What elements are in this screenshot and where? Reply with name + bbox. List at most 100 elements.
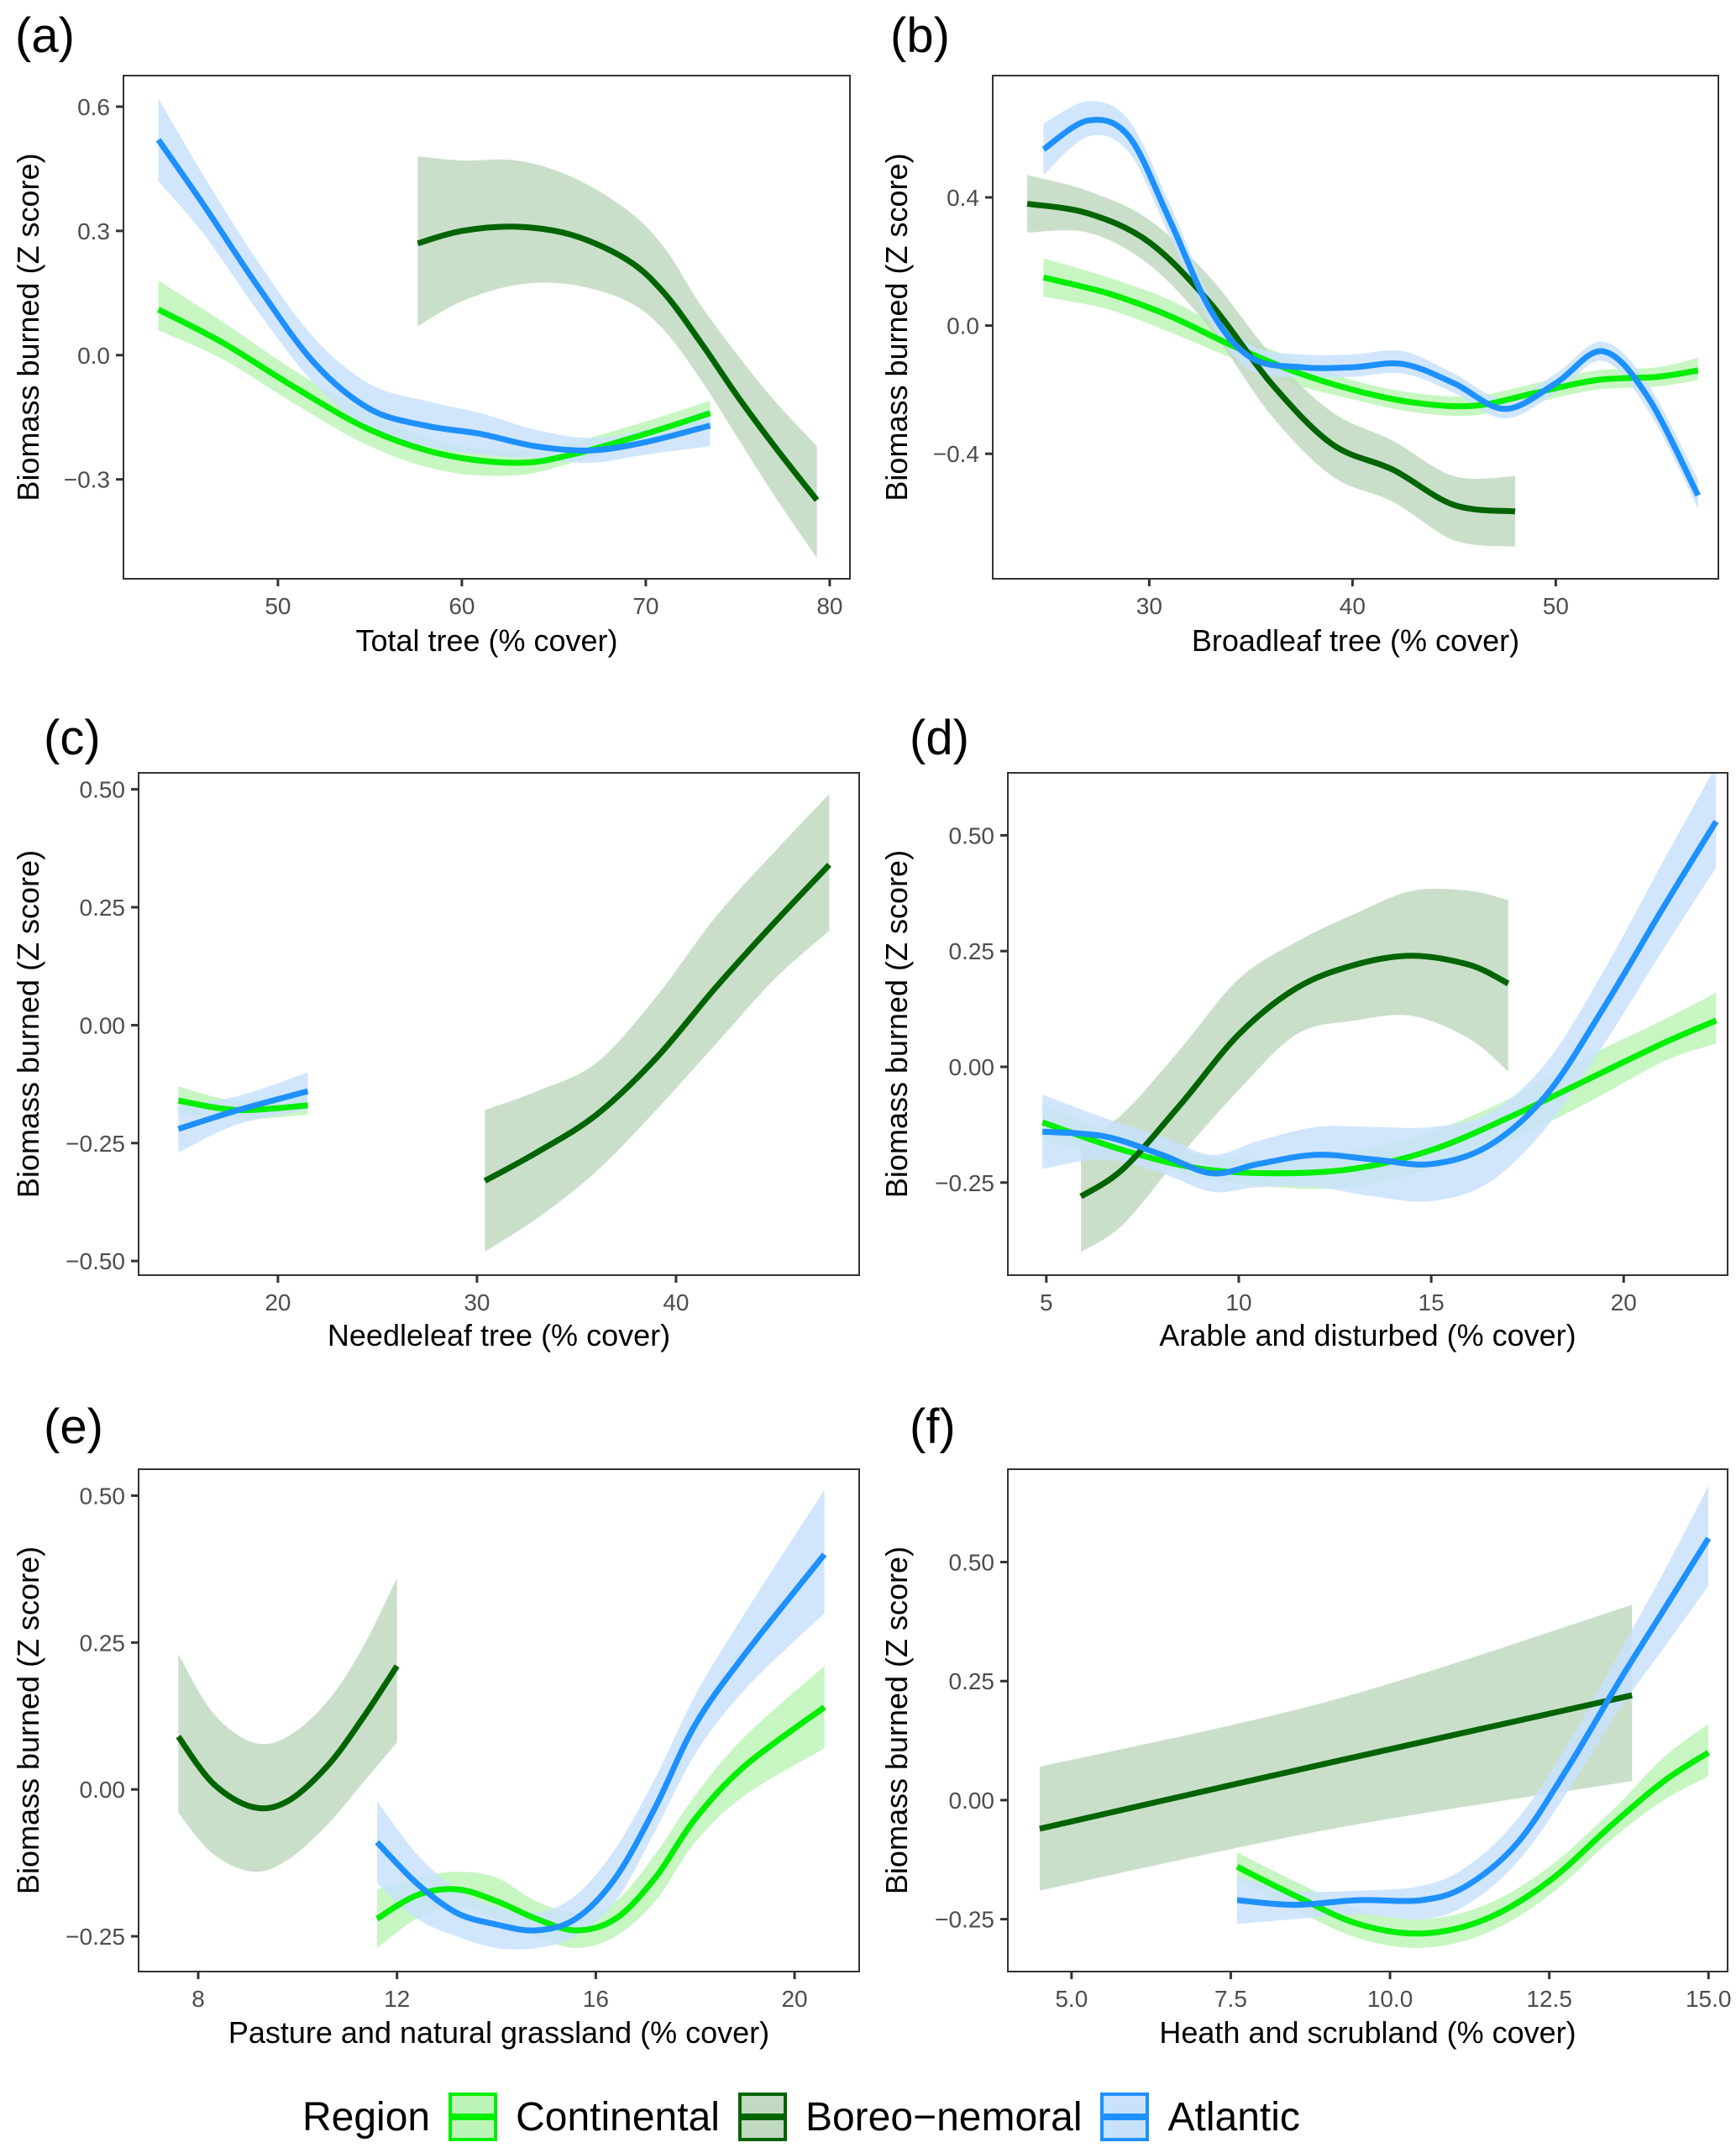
y-tick-label: 0.6 bbox=[77, 94, 110, 120]
x-tick-label: 7.5 bbox=[1214, 1986, 1247, 2012]
x-tick-label: 40 bbox=[663, 1289, 689, 1315]
x-axis-title: Arable and disturbed (% cover) bbox=[1159, 1318, 1576, 1352]
y-tick-label: −0.25 bbox=[66, 1924, 125, 1950]
series-line-atlantic bbox=[1041, 117, 1701, 497]
series-line-continental bbox=[156, 307, 711, 466]
y-tick-label: 0.25 bbox=[80, 1630, 126, 1656]
legend-title: Region bbox=[302, 2094, 431, 2140]
y-tick-label: 0.00 bbox=[80, 1012, 126, 1038]
ci-ribbon-atlantic bbox=[1043, 101, 1698, 509]
x-tick-label: 80 bbox=[816, 593, 842, 619]
y-axis-title: Biomass burned (Z score) bbox=[11, 850, 45, 1198]
x-tick-label: 15.0 bbox=[1686, 1986, 1732, 2012]
ci-ribbon-boreo bbox=[417, 156, 817, 559]
x-tick-label: 5.0 bbox=[1055, 1986, 1088, 2012]
y-tick-label: 0.0 bbox=[947, 313, 979, 339]
y-tick-label: 0.25 bbox=[80, 895, 126, 921]
x-tick-label: 20 bbox=[1611, 1289, 1637, 1315]
legend: Region Continental Boreo−nemoral Atlanti… bbox=[302, 2092, 1319, 2142]
y-tick-label: −0.50 bbox=[66, 1248, 125, 1274]
x-axis-title: Pasture and natural grassland (% cover) bbox=[228, 2015, 769, 2050]
y-tick-label: −0.25 bbox=[935, 1170, 994, 1196]
x-tick-label: 12 bbox=[384, 1986, 410, 2012]
legend-label-boreo-nemoral: Boreo−nemoral bbox=[805, 2094, 1083, 2140]
y-tick-label: 0.25 bbox=[949, 1668, 995, 1694]
series-line-boreo bbox=[1026, 201, 1516, 515]
ci-ribbon-atlantic bbox=[158, 98, 711, 464]
legend-item-boreo-nemoral: Boreo−nemoral bbox=[737, 2093, 1083, 2141]
legend-key-line-atlantic bbox=[1104, 2114, 1146, 2120]
ci-ribbon-continental bbox=[377, 1666, 825, 1948]
ci-ribbon-boreo bbox=[485, 794, 830, 1252]
legend-key-continental bbox=[448, 2093, 498, 2141]
y-tick-label: −0.4 bbox=[933, 441, 979, 467]
plot-area bbox=[1039, 1485, 1712, 1948]
series-line-atlantic bbox=[155, 138, 711, 454]
y-tick-label: 0.50 bbox=[949, 1550, 995, 1576]
y-tick-label: −0.25 bbox=[66, 1131, 125, 1157]
series-line-continental bbox=[375, 1704, 826, 1934]
legend-label-continental: Continental bbox=[516, 2094, 720, 2140]
legend-item-atlantic: Atlantic bbox=[1100, 2093, 1300, 2141]
x-tick-label: 12.5 bbox=[1526, 1986, 1572, 2012]
y-axis-title: Biomass burned (Z score) bbox=[879, 1546, 914, 1894]
y-axis-title: Biomass burned (Z score) bbox=[879, 153, 914, 501]
series-line-atlantic bbox=[177, 1088, 309, 1132]
x-tick-label: 10.0 bbox=[1367, 1986, 1413, 2012]
panel-border bbox=[123, 75, 851, 580]
x-tick-label: 70 bbox=[632, 593, 658, 619]
y-tick-label: −0.25 bbox=[935, 1907, 994, 1933]
x-axis-title: Total tree (% cover) bbox=[355, 623, 617, 658]
x-axis-title: Heath and scrubland (% cover) bbox=[1159, 2015, 1576, 2050]
x-tick-label: 16 bbox=[583, 1986, 609, 2012]
series-line-boreo bbox=[417, 223, 820, 502]
legend-key-atlantic bbox=[1100, 2093, 1150, 2141]
x-tick-label: 15 bbox=[1419, 1289, 1445, 1315]
panel-border bbox=[1007, 1468, 1728, 1972]
y-tick-label: 0.0 bbox=[77, 343, 110, 369]
panel-letter: (a) bbox=[15, 8, 75, 63]
plot-area bbox=[155, 98, 820, 559]
y-tick-label: 0.50 bbox=[80, 1483, 126, 1509]
legend-key-boreo-nemoral bbox=[737, 2093, 787, 2141]
x-tick-label: 10 bbox=[1225, 1289, 1251, 1315]
ci-ribbon-atlantic bbox=[377, 1489, 825, 1950]
y-tick-label: −0.3 bbox=[64, 467, 110, 493]
x-tick-label: 8 bbox=[191, 1986, 205, 2012]
plot-area bbox=[1026, 101, 1701, 547]
x-tick-label: 5 bbox=[1040, 1289, 1053, 1315]
panel-border bbox=[138, 1468, 860, 1972]
x-axis-title: Broadleaf tree (% cover) bbox=[1192, 623, 1519, 658]
ci-ribbon-atlantic bbox=[1237, 1485, 1709, 1925]
legend-item-continental: Continental bbox=[448, 2093, 720, 2141]
x-tick-label: 30 bbox=[464, 1289, 490, 1315]
legend-key-line-continental bbox=[452, 2114, 495, 2120]
series-line-boreo bbox=[176, 1664, 400, 1812]
ci-ribbon-boreo bbox=[1039, 1604, 1633, 1891]
y-tick-label: 0.50 bbox=[80, 777, 126, 803]
ci-ribbon-continental bbox=[158, 281, 711, 476]
y-axis-title: Biomass burned (Z score) bbox=[879, 850, 914, 1198]
legend-key-line-boreo bbox=[741, 2114, 784, 2120]
y-axis-title: Biomass burned (Z score) bbox=[11, 153, 45, 501]
y-axis-title: Biomass burned (Z score) bbox=[11, 1546, 45, 1894]
series-line-atlantic bbox=[1041, 820, 1719, 1177]
series-line-boreo bbox=[483, 863, 831, 1184]
x-tick-label: 20 bbox=[265, 1289, 291, 1315]
legend-label-atlantic: Atlantic bbox=[1167, 2094, 1300, 2140]
x-tick-label: 60 bbox=[448, 593, 475, 619]
panel-letter: (b) bbox=[890, 8, 950, 63]
series-line-continental bbox=[1042, 274, 1699, 410]
y-tick-label: 0.3 bbox=[77, 218, 110, 244]
panel-border bbox=[992, 75, 1719, 580]
x-axis-title: Needleleaf tree (% cover) bbox=[328, 1318, 670, 1352]
x-tick-label: 40 bbox=[1340, 593, 1366, 619]
x-tick-label: 20 bbox=[781, 1986, 807, 2012]
panel-letter: (c) bbox=[44, 711, 101, 765]
